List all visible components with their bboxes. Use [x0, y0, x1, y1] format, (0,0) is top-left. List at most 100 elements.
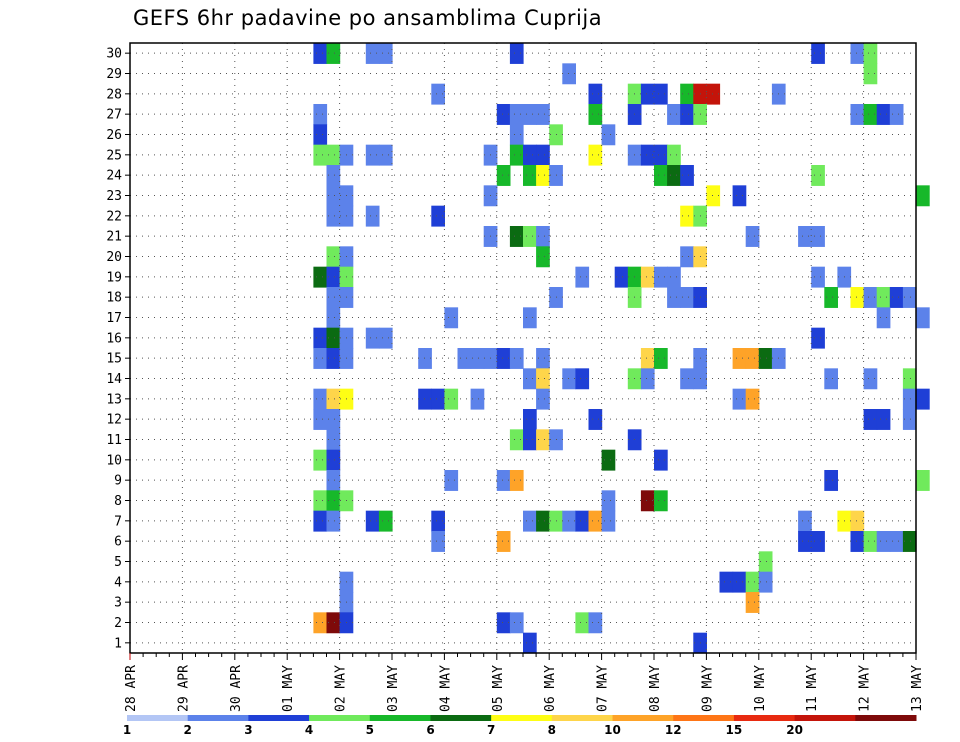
precip-cell: [732, 185, 747, 207]
precip-cell: [732, 571, 747, 593]
y-tick-label: 9: [114, 474, 122, 489]
y-tick-label: 30: [106, 47, 122, 62]
x-tick-label: 01 MAY: [281, 665, 296, 712]
precip-cell: [562, 510, 576, 532]
precip-cell: [667, 266, 681, 288]
precip-cell: [523, 632, 537, 654]
precip-cell: [889, 531, 904, 552]
precip-cell: [444, 470, 459, 491]
legend-label: 1: [123, 723, 131, 737]
x-tick-label: 08 MAY: [648, 665, 663, 712]
precip-cell: [902, 409, 917, 430]
y-tick-label: 21: [106, 230, 122, 245]
precip-cell: [418, 348, 432, 369]
precip-cell: [326, 266, 341, 288]
x-tick-label: 10 MAY: [753, 665, 768, 712]
precip-cell: [824, 470, 838, 491]
precip-cell: [523, 307, 537, 329]
precip-cell: [509, 124, 524, 146]
precip-cell: [536, 165, 550, 186]
precip-cell: [654, 266, 668, 288]
precip-cell: [575, 510, 590, 532]
precip-cell: [876, 104, 891, 125]
precip-cell: [496, 165, 511, 186]
precip-cell: [313, 612, 328, 634]
precip-cell: [916, 470, 930, 491]
precip-cell: [365, 205, 380, 227]
x-axis: 28 APR 29 APR 30 APR 01 MAY 02 MAY 03 MAY 04 M…: [124, 653, 925, 712]
precip-cell: [326, 185, 341, 207]
precip-cell: [654, 144, 668, 166]
legend-label: 8: [548, 723, 556, 737]
precip-cell: [509, 470, 524, 491]
precip-cell: [326, 409, 341, 430]
precip-cell: [654, 490, 668, 512]
precip-cell: [863, 43, 878, 64]
precip-cell: [326, 287, 341, 308]
legend-swatch: [187, 715, 249, 721]
precip-cell: [326, 612, 341, 634]
x-tick-label: 06 MAY: [543, 665, 558, 712]
precip-cell: [902, 368, 917, 390]
legend-label: 4: [305, 723, 313, 737]
precip-cell: [601, 449, 616, 471]
legend-label: 3: [244, 723, 252, 737]
legend-label: 5: [366, 723, 374, 737]
precip-cell: [863, 531, 878, 552]
precip-cell: [509, 144, 524, 166]
precip-cell: [431, 510, 445, 532]
legend-swatch: [794, 715, 856, 721]
x-tick-label: 30 APR: [229, 665, 244, 712]
precip-cell: [758, 551, 773, 573]
precip-cell: [509, 348, 524, 369]
precip-cell: [902, 287, 917, 308]
x-tick-label: 29 APR: [176, 665, 191, 712]
precip-cell: [536, 368, 550, 390]
precip-cell: [889, 287, 904, 308]
precip-cell: [876, 531, 891, 552]
precip-cell: [758, 348, 773, 369]
legend-swatch: [551, 715, 614, 721]
precip-cell: [313, 409, 328, 430]
precip-cell: [470, 348, 485, 369]
precip-cell: [640, 490, 655, 512]
precip-cell: [523, 510, 537, 532]
precip-cell: [575, 612, 590, 634]
precip-cell: [588, 612, 603, 634]
precip-cell: [431, 205, 445, 227]
legend-swatch: [369, 715, 431, 721]
y-tick-label: 12: [106, 413, 122, 428]
precip-cell: [365, 43, 380, 64]
precip-cell: [680, 287, 694, 308]
precip-cell: [640, 266, 655, 288]
precip-cell: [523, 409, 537, 430]
precip-cell: [614, 266, 629, 288]
y-axis: 1234567891011121314151617181920212223242…: [106, 47, 130, 651]
precip-cell: [326, 388, 341, 410]
precip-cell: [313, 144, 328, 166]
precip-cell: [824, 368, 838, 390]
precip-cell: [850, 287, 865, 308]
precip-cell: [680, 368, 694, 390]
y-tick-label: 8: [114, 494, 122, 509]
precip-cell: [667, 104, 681, 125]
legend-swatch: [248, 715, 310, 721]
precip-cell: [916, 185, 930, 207]
y-tick-label: 23: [106, 189, 122, 204]
precip-cell: [562, 63, 576, 85]
precip-cell: [509, 612, 524, 634]
precip-cell: [588, 83, 603, 105]
precip-cell: [640, 348, 655, 369]
x-tick-label: 07 MAY: [596, 665, 611, 712]
precip-cell: [496, 348, 511, 369]
precip-cell: [444, 307, 459, 329]
precip-cell: [509, 43, 524, 64]
y-tick-label: 19: [106, 270, 122, 285]
precip-cell: [431, 83, 445, 105]
legend-swatch: [127, 715, 189, 721]
precip-cell: [588, 144, 603, 166]
precip-cell: [536, 510, 550, 532]
precip-cell: [326, 470, 341, 491]
precip-cell: [365, 144, 380, 166]
